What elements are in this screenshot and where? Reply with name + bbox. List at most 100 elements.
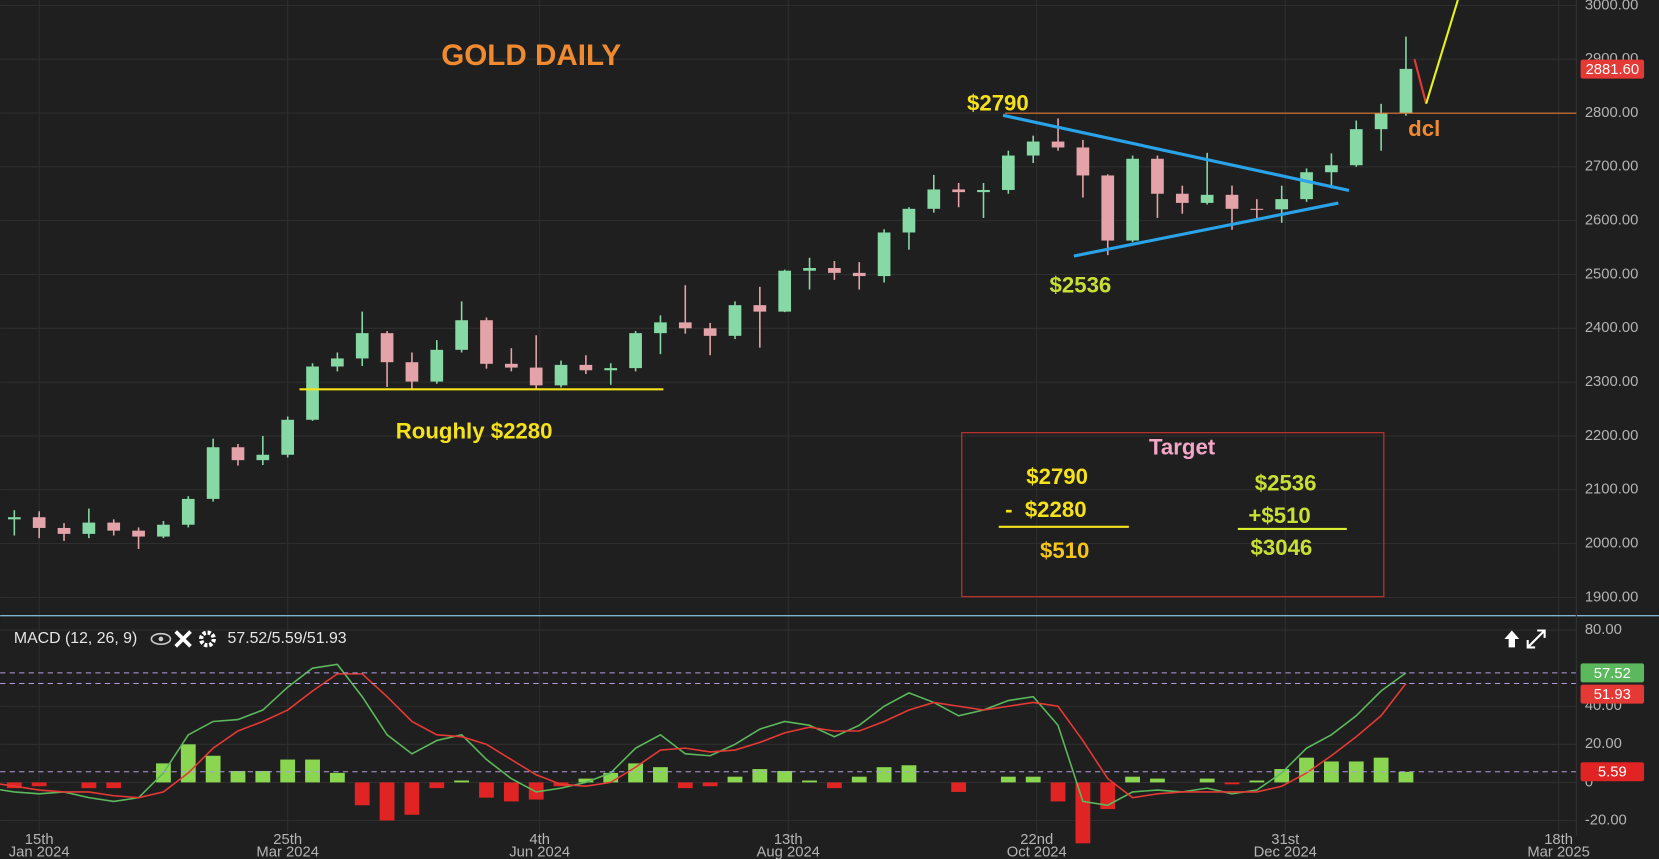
candle-body xyxy=(1300,172,1313,200)
histogram-bar xyxy=(479,782,494,798)
candle-body xyxy=(1151,158,1164,194)
histogram-bar xyxy=(280,759,296,783)
histogram-bar xyxy=(951,782,967,792)
price-tag-label: 2881.60 xyxy=(1586,62,1640,78)
y-tick-label: 20.00 xyxy=(1585,736,1622,752)
x-tick-label: 31st xyxy=(1271,832,1299,848)
move-up-icon[interactable] xyxy=(1504,630,1520,648)
eye-icon[interactable] xyxy=(150,632,172,646)
candle-body xyxy=(1325,165,1338,173)
close-icon[interactable] xyxy=(174,630,192,648)
candle-body xyxy=(728,305,742,336)
x-tick-label: 13th xyxy=(774,832,803,848)
candle-body xyxy=(678,322,692,329)
histogram-bar xyxy=(1199,778,1215,783)
y-tick-label: 2300.00 xyxy=(1585,374,1639,390)
histogram-bar xyxy=(1398,771,1414,783)
histogram-bar xyxy=(876,767,892,783)
y-tick-label: 2500.00 xyxy=(1585,266,1639,282)
x-tick-label: Mar 2025 xyxy=(1527,845,1590,859)
x-tick-label: 25th xyxy=(273,832,302,848)
histogram-bar xyxy=(404,782,420,815)
histogram-bar xyxy=(1000,776,1016,783)
annotation: dcl xyxy=(1408,116,1440,141)
histogram-bar xyxy=(1025,776,1041,783)
annotation: $2790 xyxy=(967,91,1029,116)
candle-body xyxy=(1275,199,1289,210)
x-tick-label: 22nd xyxy=(1020,832,1053,848)
candle-body xyxy=(579,364,593,371)
histogram-bar xyxy=(106,782,122,789)
y-tick-label: 2400.00 xyxy=(1585,320,1639,336)
candle-body xyxy=(331,358,344,367)
annotation: Roughly $2280 xyxy=(396,419,553,444)
histogram-bar xyxy=(255,770,271,783)
candle-body xyxy=(629,333,642,369)
histogram-bar xyxy=(628,763,643,783)
candle-body xyxy=(1101,175,1115,241)
candle-body xyxy=(430,349,444,382)
candle-body xyxy=(157,524,170,537)
maximize-icon[interactable] xyxy=(1526,629,1546,649)
settings-icon[interactable] xyxy=(199,630,216,648)
candle-body xyxy=(1200,194,1214,203)
indicator-title: MACD (12, 26, 9) xyxy=(14,630,137,647)
price-tag xyxy=(1580,59,1645,79)
candle-body xyxy=(132,530,145,537)
target-text: +$510 xyxy=(1248,503,1310,528)
candle-body xyxy=(504,363,518,368)
candle-body xyxy=(877,232,891,277)
candle-body xyxy=(852,272,866,277)
projection-up xyxy=(1425,0,1459,104)
candle-body xyxy=(82,522,96,534)
candle-body xyxy=(480,320,493,364)
triangle-upper xyxy=(1002,113,1350,192)
histogram-bar xyxy=(1150,778,1165,783)
histogram-bar xyxy=(429,782,445,789)
histogram-bar xyxy=(31,782,47,787)
y-tick-label: -20.00 xyxy=(1585,812,1627,828)
histogram-bar xyxy=(503,782,519,802)
candle-body xyxy=(1126,158,1139,241)
candle-body xyxy=(902,208,916,233)
histogram-bar xyxy=(702,782,718,787)
histogram-bar xyxy=(1249,780,1265,783)
price-tag xyxy=(1580,762,1645,782)
candle-body xyxy=(1026,141,1040,156)
x-tick-label: Mar 2024 xyxy=(256,845,319,859)
histogram-bar xyxy=(1299,757,1314,783)
histogram-bar xyxy=(454,780,470,783)
histogram-bar xyxy=(230,770,246,783)
histogram-bar xyxy=(851,776,867,783)
target-text: $510 xyxy=(1040,538,1089,563)
candle-body xyxy=(1349,129,1363,166)
candle-body xyxy=(977,189,990,193)
candle-body xyxy=(1051,141,1065,148)
histogram-bar xyxy=(1373,757,1389,783)
candle-body xyxy=(206,447,220,499)
candle-body xyxy=(554,364,568,386)
price-tag-label: 5.59 xyxy=(1598,765,1627,781)
price-tag-label: 51.93 xyxy=(1594,687,1631,703)
histogram-bar xyxy=(802,780,817,783)
candle-body xyxy=(1374,113,1388,130)
histogram-bar xyxy=(1324,761,1339,783)
candle-body xyxy=(107,522,121,531)
price-tag xyxy=(1580,663,1645,683)
candle-body xyxy=(380,333,394,363)
histogram-bar xyxy=(727,776,743,783)
candle-body xyxy=(405,362,419,382)
candle-body xyxy=(32,517,46,528)
target-text: $2790 xyxy=(1026,464,1088,489)
histogram-bar xyxy=(653,767,668,783)
histogram-bar xyxy=(1274,769,1290,783)
candle-body xyxy=(828,268,841,273)
y-tick-label: 3000.00 xyxy=(1585,0,1639,13)
histogram-bar xyxy=(901,765,917,783)
annotation: $2536 xyxy=(1050,273,1112,298)
candle-body xyxy=(256,454,270,461)
x-tick-label: 18th xyxy=(1544,832,1573,848)
candle-body xyxy=(57,527,71,534)
